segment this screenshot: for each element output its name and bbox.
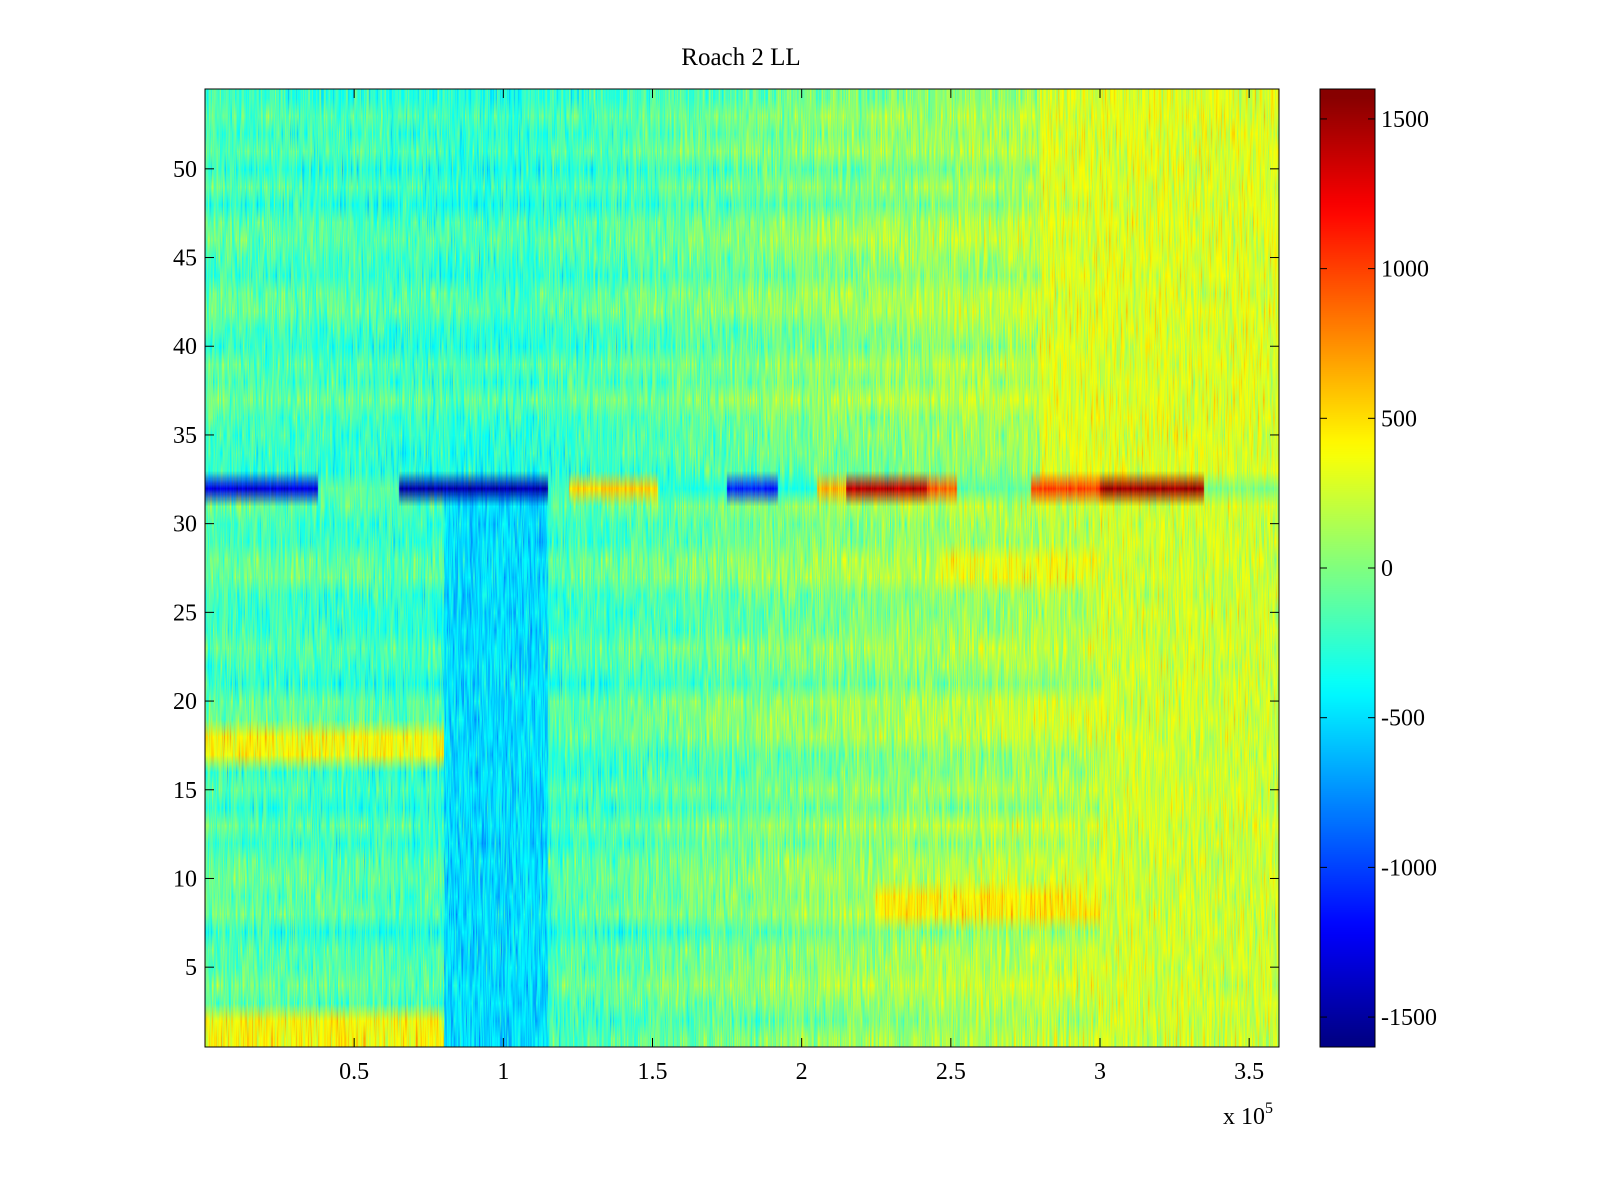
chart-title: Roach 2 LL: [681, 44, 800, 71]
x-tick-label: 1: [497, 1059, 509, 1085]
x-exponent-label: x 105: [1223, 1100, 1273, 1130]
x-exponent-power: 5: [1265, 1100, 1273, 1117]
x-tick-label: 3: [1094, 1059, 1106, 1085]
y-tick-label: 25: [173, 600, 197, 626]
colorbar-tick-label: -1000: [1381, 855, 1437, 881]
x-tick-label: 0.5: [339, 1059, 369, 1085]
colorbar-tick-label: 500: [1381, 406, 1417, 432]
y-tick-label: 5: [185, 955, 197, 981]
colorbar: 1500 1000 500 0 -500 -1000 -1500: [1319, 88, 1437, 1048]
y-tick-label: 20: [173, 689, 197, 715]
y-tick-label: 35: [173, 423, 197, 449]
x-tick-label: 3.5: [1234, 1059, 1264, 1085]
y-axis: 5 10 15 20 25 30 35 40 45 50: [173, 157, 1279, 981]
plot-area: 0.5 1 1.5 2 2.5 3 3.5 5 10 15 20 25 30 35 40 45 50 x 10…: [173, 88, 1280, 1130]
heatmap-image: [205, 89, 1279, 1047]
x-tick-label: 2: [796, 1059, 808, 1085]
x-tick-label: 1.5: [638, 1059, 668, 1085]
x-tick-label: 2.5: [936, 1059, 966, 1085]
colorbar-image: [1320, 89, 1375, 1047]
colorbar-tick-label: -1500: [1381, 1005, 1437, 1031]
colorbar-tick-label: -500: [1381, 706, 1425, 732]
colorbar-tick-label: 1500: [1381, 107, 1429, 133]
colorbar-tick-label: 1000: [1381, 257, 1429, 283]
y-tick-label: 10: [173, 866, 197, 892]
colorbar-ticks: 1500 1000 500 0 -500 -1000 -1500: [1320, 107, 1437, 1031]
colorbar-tick-label: 0: [1381, 556, 1393, 582]
y-tick-label: 50: [173, 157, 197, 183]
plot-frame: [204, 88, 1280, 1048]
y-tick-label: 15: [173, 778, 197, 804]
y-tick-label: 40: [173, 334, 197, 360]
y-tick-label: 30: [173, 512, 197, 538]
y-tick-label: 45: [173, 246, 197, 272]
x-axis: 0.5 1 1.5 2 2.5 3 3.5: [339, 89, 1264, 1085]
